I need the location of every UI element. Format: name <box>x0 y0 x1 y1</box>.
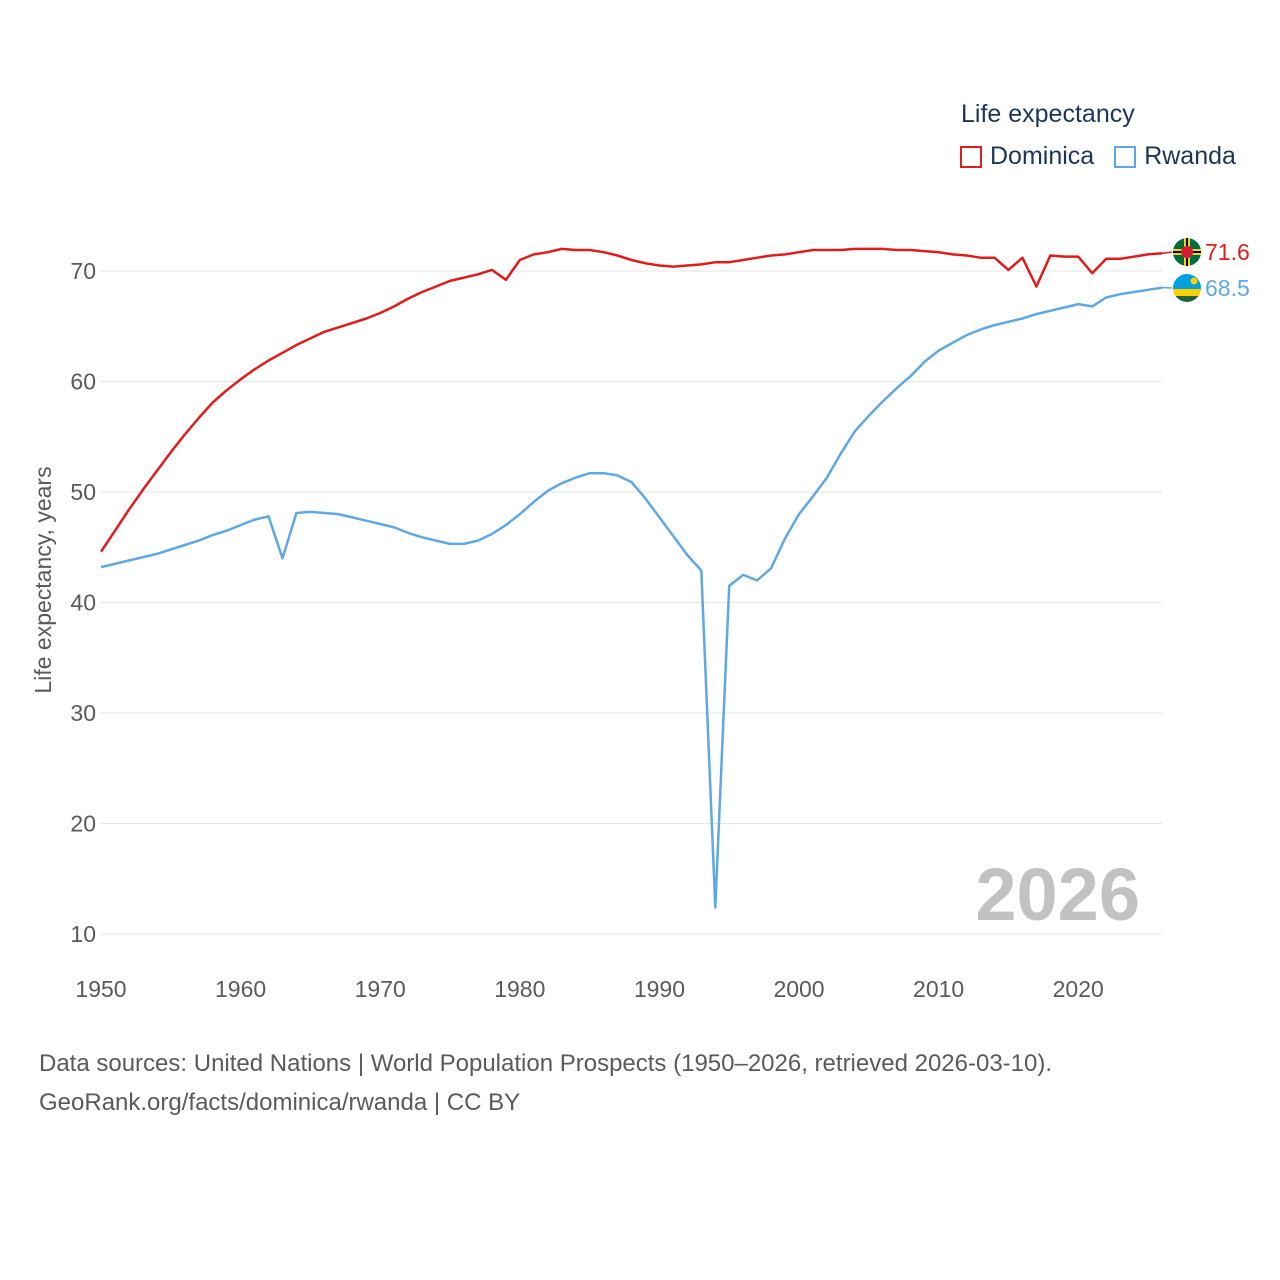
y-axis-label: Life expectancy, years <box>30 466 56 693</box>
legend-item-rwanda[interactable]: Rwanda <box>1114 142 1236 171</box>
end-value-label-rwanda: 68.5 <box>1205 275 1250 301</box>
y-tick-label: 10 <box>70 921 96 947</box>
x-tick-label: 2010 <box>913 976 964 1002</box>
data-source-text: Data sources: United Nations | World Pop… <box>39 1050 1053 1077</box>
y-tick-label: 50 <box>70 479 96 505</box>
y-tick-label: 70 <box>70 258 96 284</box>
legend-label-rwanda: Rwanda <box>1144 142 1236 170</box>
x-axis-ticks: 1950 1960 1970 1980 1990 2000 2010 2020 <box>75 976 1103 1002</box>
x-tick-label: 2020 <box>1053 976 1104 1002</box>
footer: Data sources: United Nations | World Pop… <box>39 1044 1052 1122</box>
legend: Dominica Rwanda <box>960 142 1236 171</box>
y-axis-ticks: 10 20 30 40 50 60 70 <box>70 258 96 947</box>
legend-swatch-rwanda <box>1114 145 1137 168</box>
legend-swatch-dominica <box>960 145 982 168</box>
legend-title: Life expectancy <box>961 100 1135 128</box>
x-tick-label: 1970 <box>355 976 406 1002</box>
series-line-dominica[interactable] <box>99 247 1163 553</box>
y-tick-label: 60 <box>70 369 96 395</box>
series-line-rwanda[interactable] <box>100 286 1163 909</box>
x-tick-label: 1950 <box>75 976 126 1002</box>
end-connector-dominica <box>1161 251 1173 255</box>
series-lines <box>99 247 1163 909</box>
y-tick-label: 40 <box>70 590 96 616</box>
series-end-markers: 71.6 68.5 <box>1161 239 1250 301</box>
y-tick-label: 30 <box>70 700 96 726</box>
rwanda-flag-icon <box>1173 274 1201 302</box>
x-tick-label: 2000 <box>773 976 824 1002</box>
attribution-link[interactable]: GeoRank.org/facts/dominica/rwanda | CC B… <box>39 1089 521 1116</box>
legend-item-dominica[interactable]: Dominica <box>960 142 1094 171</box>
end-value-label-dominica: 71.6 <box>1205 239 1250 265</box>
x-tick-label: 1960 <box>215 976 266 1002</box>
legend-label-dominica: Dominica <box>990 142 1095 170</box>
year-watermark: 2026 <box>975 853 1140 936</box>
dominica-flag-icon <box>1173 238 1201 266</box>
grid-lines <box>101 270 1162 935</box>
x-tick-label: 1980 <box>494 976 545 1002</box>
x-tick-label: 1990 <box>634 976 685 1002</box>
y-tick-label: 20 <box>70 811 96 837</box>
